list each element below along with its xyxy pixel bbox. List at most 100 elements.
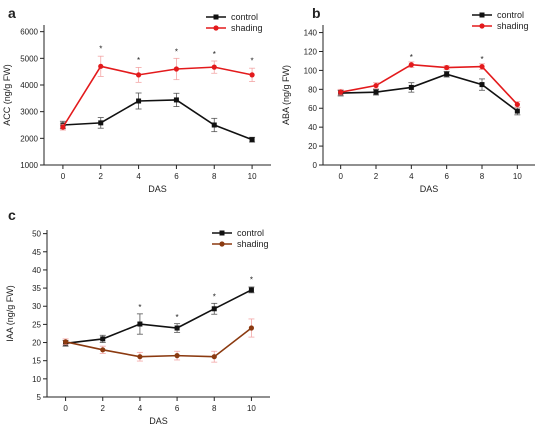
legend-marker xyxy=(479,23,485,29)
data-point xyxy=(211,354,217,360)
y-tick-label: 3000 xyxy=(20,108,38,117)
series-control xyxy=(62,286,255,347)
data-point xyxy=(211,306,217,312)
significance-marker: * xyxy=(251,57,254,66)
data-point xyxy=(137,354,143,360)
data-point xyxy=(98,63,104,69)
chart-panel-a: a 0 2 4 6 8 10 1000 2000 3000 4000 5000 6000 DAS ACC (… xyxy=(2,5,271,194)
x-tick-label: 4 xyxy=(138,404,143,413)
y-axis-title: ABA (ng/g FW) xyxy=(281,65,291,125)
data-point xyxy=(136,98,142,104)
legend-label: control xyxy=(497,10,524,20)
chart-panel-c: c 0 2 4 6 8 10 5 10 15 20 25 30 35 40 45 50 DAS IAA (ng/g … xyxy=(5,207,270,426)
legend-label: shading xyxy=(231,23,263,33)
x-tick-label: 8 xyxy=(212,172,217,181)
series-line xyxy=(340,73,518,112)
legend-label: shading xyxy=(237,239,269,249)
data-point xyxy=(373,82,379,89)
legend-marker xyxy=(213,25,219,31)
legend-label: control xyxy=(237,228,264,238)
x-tick-label: 2 xyxy=(101,404,106,413)
data-point xyxy=(174,353,180,359)
y-tick-label: 20 xyxy=(32,339,41,348)
data-point xyxy=(479,64,485,70)
series-line xyxy=(340,63,518,106)
data-point xyxy=(249,137,255,143)
data-point xyxy=(408,62,414,68)
significance-marker: * xyxy=(410,53,413,62)
data-point xyxy=(211,122,217,128)
data-point xyxy=(137,321,143,327)
y-tick-label: 100 xyxy=(304,66,318,75)
data-point xyxy=(248,325,255,331)
legend-label: shading xyxy=(497,21,529,31)
y-tick-label: 50 xyxy=(32,230,41,239)
significance-marker: * xyxy=(250,275,253,284)
y-tick-label: 1000 xyxy=(20,161,38,170)
x-tick-label: 10 xyxy=(247,404,256,413)
legend-marker xyxy=(213,14,219,20)
data-point xyxy=(100,347,106,353)
series-line xyxy=(62,99,253,141)
x-tick-label: 6 xyxy=(174,172,179,181)
data-point xyxy=(444,64,450,71)
data-point xyxy=(173,97,179,103)
y-tick-label: 10 xyxy=(32,375,41,384)
y-tick-label: 20 xyxy=(308,142,317,151)
x-tick-label: 2 xyxy=(99,172,104,181)
panel-letter: b xyxy=(312,5,321,21)
y-tick-label: 2000 xyxy=(20,134,38,143)
x-tick-label: 8 xyxy=(480,172,485,181)
data-point xyxy=(98,120,104,126)
y-tick-label: 80 xyxy=(308,85,317,94)
data-point xyxy=(173,66,180,72)
x-tick-label: 2 xyxy=(374,172,379,181)
legend-marker xyxy=(219,230,225,236)
significance-marker: * xyxy=(213,50,216,59)
significance-marker: * xyxy=(99,45,102,54)
significance-marker: * xyxy=(138,303,141,312)
x-tick-label: 6 xyxy=(444,172,449,181)
data-point xyxy=(514,108,520,114)
series-line xyxy=(62,65,253,128)
panel-letter: a xyxy=(8,5,16,21)
significance-marker: * xyxy=(213,293,216,302)
data-point xyxy=(249,72,255,78)
y-tick-label: 15 xyxy=(32,357,41,366)
data-point xyxy=(211,64,217,70)
panel-letter: c xyxy=(8,207,16,223)
x-tick-label: 6 xyxy=(175,404,180,413)
data-point xyxy=(62,339,69,345)
y-tick-label: 35 xyxy=(32,284,41,293)
series-shading xyxy=(59,55,256,131)
x-tick-label: 0 xyxy=(338,172,343,181)
y-tick-label: 5000 xyxy=(20,54,38,63)
data-point xyxy=(60,124,66,130)
data-point xyxy=(408,84,414,90)
x-tick-label: 4 xyxy=(136,172,141,181)
legend-marker xyxy=(479,12,485,18)
y-tick-label: 40 xyxy=(32,266,41,275)
y-axis-title: IAA (ng/g FW) xyxy=(5,285,15,342)
x-tick-label: 0 xyxy=(61,172,66,181)
data-point xyxy=(135,72,142,78)
x-tick-label: 10 xyxy=(513,172,522,181)
legend-marker xyxy=(219,241,225,247)
y-tick-label: 0 xyxy=(313,161,318,170)
x-axis-title: DAS xyxy=(149,416,168,426)
significance-marker: * xyxy=(137,56,140,65)
y-tick-label: 40 xyxy=(308,123,317,132)
data-point xyxy=(444,71,450,77)
series-control xyxy=(59,92,256,143)
y-axis-title: ACC (ng/g FW) xyxy=(2,64,12,126)
y-tick-label: 140 xyxy=(304,29,318,38)
y-tick-label: 30 xyxy=(32,302,41,311)
data-point xyxy=(479,82,485,88)
series-line xyxy=(65,327,252,358)
series-shading xyxy=(62,318,255,363)
